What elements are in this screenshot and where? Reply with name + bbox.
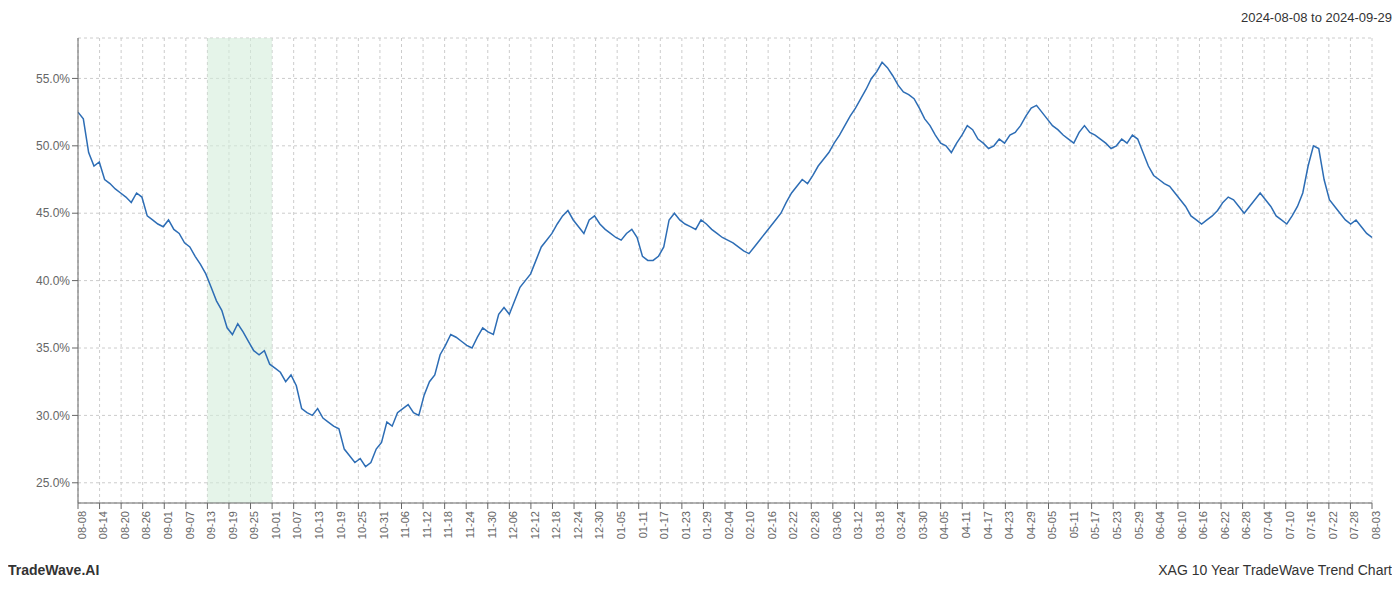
svg-text:05-11: 05-11 bbox=[1068, 511, 1080, 538]
svg-text:01-17: 01-17 bbox=[658, 511, 670, 539]
html-text:TradeWave.AI: TradeWave.AI bbox=[8, 562, 100, 578]
svg-text:07-10: 07-10 bbox=[1284, 511, 1296, 539]
svg-text:01-23: 01-23 bbox=[680, 511, 692, 539]
svg-text:04-11: 04-11 bbox=[960, 511, 972, 538]
svg-text:40.0%: 40.0% bbox=[36, 274, 70, 288]
svg-text:01-11: 01-11 bbox=[637, 511, 649, 538]
svg-text:02-10: 02-10 bbox=[744, 511, 756, 539]
svg-text:04-23: 04-23 bbox=[1003, 511, 1015, 539]
svg-text:11-30: 11-30 bbox=[486, 511, 498, 538]
svg-text:05-05: 05-05 bbox=[1046, 511, 1058, 539]
svg-text:12-18: 12-18 bbox=[550, 511, 562, 539]
svg-text:08-08: 08-08 bbox=[76, 511, 88, 539]
svg-text:06-10: 06-10 bbox=[1176, 511, 1188, 539]
html-text:2024-08-08 to 2024-09-29: 2024-08-08 to 2024-09-29 bbox=[1240, 10, 1392, 25]
svg-text:09-07: 09-07 bbox=[184, 511, 196, 539]
svg-text:07-28: 07-28 bbox=[1348, 511, 1360, 539]
svg-text:55.0%: 55.0% bbox=[36, 72, 70, 86]
svg-text:35.0%: 35.0% bbox=[36, 341, 70, 355]
svg-text:50.0%: 50.0% bbox=[36, 139, 70, 153]
svg-text:06-28: 06-28 bbox=[1240, 511, 1252, 539]
svg-text:03-24: 03-24 bbox=[895, 511, 907, 539]
svg-text:12-12: 12-12 bbox=[529, 511, 541, 539]
svg-text:12-24: 12-24 bbox=[572, 511, 584, 539]
svg-text:02-04: 02-04 bbox=[723, 511, 735, 539]
svg-text:08-03: 08-03 bbox=[1370, 511, 1382, 539]
svg-text:02-22: 02-22 bbox=[788, 511, 800, 539]
svg-text:03-30: 03-30 bbox=[917, 511, 929, 539]
svg-text:10-19: 10-19 bbox=[335, 511, 347, 539]
svg-text:09-25: 09-25 bbox=[248, 511, 260, 539]
svg-text:02-16: 02-16 bbox=[766, 511, 778, 539]
svg-text:08-20: 08-20 bbox=[119, 511, 131, 539]
svg-text:07-16: 07-16 bbox=[1305, 511, 1317, 539]
svg-text:30.0%: 30.0% bbox=[36, 409, 70, 423]
svg-text:12-06: 12-06 bbox=[507, 511, 519, 539]
svg-text:11-18: 11-18 bbox=[442, 511, 454, 538]
svg-text:02-28: 02-28 bbox=[809, 511, 821, 539]
svg-text:01-05: 01-05 bbox=[615, 511, 627, 539]
svg-text:11-24: 11-24 bbox=[464, 511, 476, 538]
svg-text:03-18: 03-18 bbox=[874, 511, 886, 539]
svg-text:05-17: 05-17 bbox=[1089, 511, 1101, 539]
svg-text:06-16: 06-16 bbox=[1197, 511, 1209, 539]
svg-text:45.0%: 45.0% bbox=[36, 206, 70, 220]
svg-text:06-22: 06-22 bbox=[1219, 511, 1231, 539]
svg-text:04-05: 04-05 bbox=[938, 511, 950, 539]
svg-text:03-12: 03-12 bbox=[852, 511, 864, 539]
svg-text:01-29: 01-29 bbox=[701, 511, 713, 539]
svg-text:08-26: 08-26 bbox=[141, 511, 153, 539]
svg-text:04-17: 04-17 bbox=[982, 511, 994, 539]
svg-text:09-01: 09-01 bbox=[162, 511, 174, 539]
html-text:XAG 10 Year TradeWave Trend Ch: XAG 10 Year TradeWave Trend Chart bbox=[1158, 562, 1392, 578]
svg-text:04-29: 04-29 bbox=[1025, 511, 1037, 539]
svg-text:12-30: 12-30 bbox=[593, 511, 605, 539]
svg-text:11-12: 11-12 bbox=[421, 511, 433, 538]
svg-text:10-01: 10-01 bbox=[270, 511, 282, 539]
svg-text:10-13: 10-13 bbox=[313, 511, 325, 539]
svg-text:10-25: 10-25 bbox=[356, 511, 368, 539]
svg-text:03-06: 03-06 bbox=[831, 511, 843, 539]
svg-text:06-04: 06-04 bbox=[1154, 511, 1166, 539]
svg-text:08-14: 08-14 bbox=[97, 511, 109, 539]
svg-text:05-23: 05-23 bbox=[1111, 511, 1123, 539]
svg-text:10-07: 10-07 bbox=[291, 511, 303, 539]
svg-text:10-31: 10-31 bbox=[378, 511, 390, 539]
svg-text:05-29: 05-29 bbox=[1133, 511, 1145, 539]
svg-text:25.0%: 25.0% bbox=[36, 476, 70, 490]
svg-text:07-22: 07-22 bbox=[1327, 511, 1339, 539]
svg-text:09-13: 09-13 bbox=[205, 511, 217, 539]
svg-text:07-04: 07-04 bbox=[1262, 511, 1274, 539]
svg-text:11-06: 11-06 bbox=[399, 511, 411, 538]
svg-text:09-19: 09-19 bbox=[227, 511, 239, 539]
